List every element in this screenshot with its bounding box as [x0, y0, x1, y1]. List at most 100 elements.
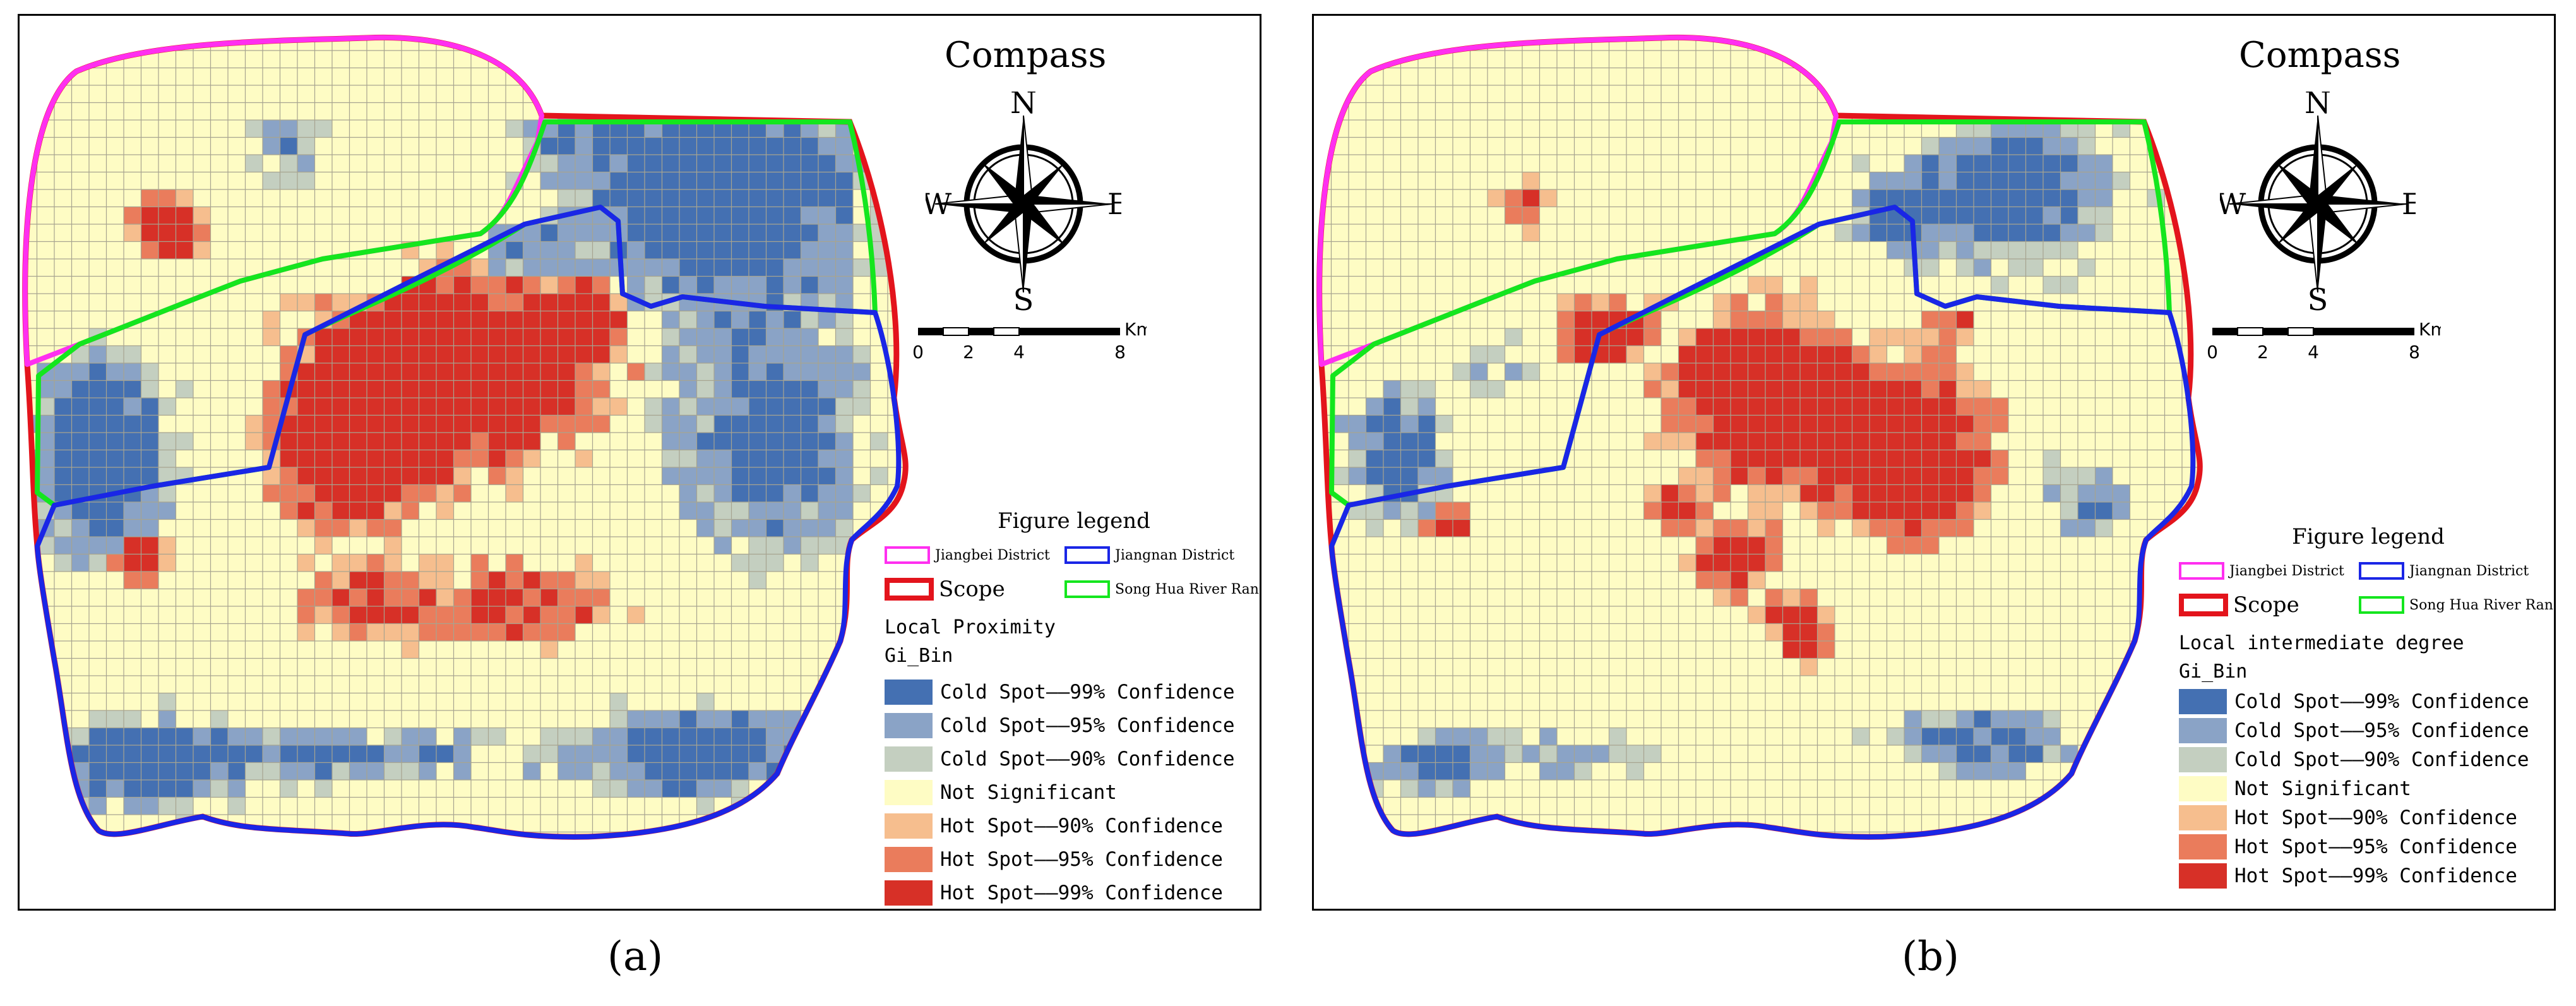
grid-cell [506, 572, 523, 589]
grid-cell [1817, 450, 1835, 468]
grid-cell [853, 102, 871, 121]
grid-cell [1921, 224, 1940, 242]
grid-cell [679, 780, 697, 798]
grid-cell [1956, 710, 1974, 728]
grid-cell [1956, 745, 1974, 763]
grid-cell [645, 85, 662, 103]
legend-jiangbei: Jiangbei District [885, 546, 1064, 564]
grid-cell [2060, 276, 2078, 294]
grid-cell [1921, 502, 1940, 520]
grid-cell [314, 294, 333, 311]
grid-cell [402, 363, 419, 381]
grid-cell [818, 519, 836, 537]
grid-cell [1939, 172, 1957, 190]
grid-cell [1574, 745, 1592, 763]
grid-cell [627, 224, 645, 242]
grid-cell [662, 780, 680, 798]
grid-cell [1557, 294, 1575, 311]
grid-cell [1765, 363, 1783, 381]
grid-cell [384, 398, 402, 416]
legend-bin-hot90: Hot Spot——90% Confidence [885, 809, 1260, 842]
grid-cell [818, 467, 836, 485]
grid-cell [89, 380, 107, 398]
grid-cell [679, 85, 697, 103]
grid-cell [784, 502, 801, 520]
grid-cell [228, 728, 246, 746]
grid-cell [349, 415, 367, 433]
grid-cell [835, 241, 854, 260]
grid-cell [801, 224, 819, 242]
grid-cell [662, 398, 680, 416]
grid-cell [1453, 745, 1470, 763]
grid-cell [714, 224, 732, 242]
grid-cell [731, 467, 749, 485]
grid-cell [784, 276, 801, 294]
legend-label: Song Hua River Range [1115, 581, 1261, 597]
legend-label: Jiangnan District [2409, 563, 2529, 579]
grid-cell [1939, 710, 1957, 728]
grid-cell [1921, 328, 1940, 346]
grid-cell [158, 537, 176, 554]
grid-cell [714, 450, 732, 468]
grid-cell [888, 189, 905, 207]
grid-cell [1800, 276, 1818, 294]
grid-cell [575, 450, 593, 468]
grid-cell [766, 259, 784, 277]
grid-cell [1713, 589, 1731, 607]
grid-cell [141, 241, 159, 260]
grid-cell [193, 207, 211, 225]
grid-cell [141, 762, 159, 781]
grid-cell [106, 762, 124, 781]
grid-cell [1731, 467, 1748, 485]
grid-cell [784, 762, 801, 781]
grid-cell [1349, 433, 1366, 450]
grid-cell [367, 311, 385, 329]
grid-cell [1869, 328, 1887, 346]
grid-cell [749, 502, 766, 520]
grid-cell [540, 398, 558, 416]
grid-cell [176, 728, 194, 746]
grid-cell [89, 467, 107, 485]
grid-cell [627, 762, 645, 781]
grid-cell [349, 572, 367, 589]
grid-cell [367, 433, 385, 450]
grid-cell [419, 398, 437, 416]
grid-cell [141, 207, 159, 225]
grid-cell [818, 415, 836, 433]
grid-cell [1696, 502, 1714, 520]
grid-cell [1626, 745, 1644, 763]
grid-cell [297, 363, 315, 381]
grid-cell [1678, 380, 1696, 398]
grid-cell [801, 450, 819, 468]
grid-cell [1765, 589, 1783, 607]
legend-label: Cold Spot——95% Confidence [940, 714, 1235, 737]
grid-cell [314, 728, 333, 746]
grid-cell [1939, 241, 1957, 260]
grid-cell [453, 762, 472, 781]
grid-cell [2078, 189, 2096, 207]
grid-cell [627, 51, 645, 68]
grid-cell [835, 398, 854, 416]
grid-cell [419, 728, 437, 746]
grid-cell [1974, 398, 1991, 416]
grid-cell [1852, 155, 1870, 172]
grid-cell [2060, 484, 2078, 503]
grid-cell [1782, 433, 1801, 450]
grid-cell [2060, 502, 2078, 520]
grid-cell [419, 762, 437, 781]
grid-cell [71, 745, 90, 763]
grid-cell [436, 345, 454, 364]
grid-cell [645, 189, 662, 207]
grid-cell [1869, 502, 1887, 520]
grid-cell [575, 155, 593, 172]
grid-cell [1765, 450, 1783, 468]
grid-cell [662, 85, 680, 103]
grid-cell [488, 467, 506, 485]
grid-cell [1782, 589, 1801, 607]
grid-cell [610, 780, 628, 798]
grid-cell [714, 467, 732, 485]
grid-cell [731, 224, 749, 242]
grid-cell [749, 467, 766, 485]
grid-cell [1574, 762, 1592, 781]
grid-cell [784, 172, 801, 190]
